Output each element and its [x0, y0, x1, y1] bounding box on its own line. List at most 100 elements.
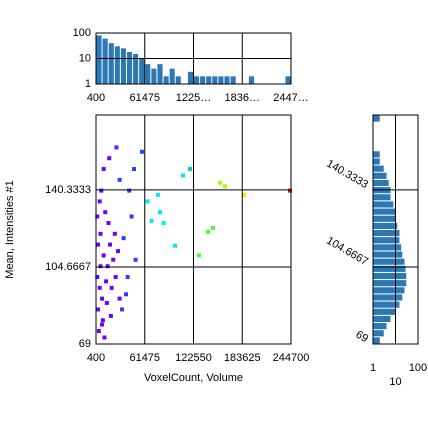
- point: [111, 257, 116, 262]
- x-tick-label: 100: [409, 362, 427, 374]
- point: [287, 188, 292, 193]
- x-tick-label: 1836…: [225, 92, 260, 104]
- bar: [373, 272, 407, 280]
- plot-frame: [95, 32, 292, 85]
- bar: [373, 265, 406, 272]
- point: [181, 173, 186, 178]
- bar: [96, 35, 102, 84]
- y-tick-label: 69: [79, 338, 91, 350]
- bar: [169, 68, 175, 84]
- point: [95, 275, 100, 280]
- point: [96, 307, 101, 312]
- point: [100, 296, 105, 301]
- point: [100, 318, 105, 323]
- bar: [373, 301, 400, 308]
- bar: [108, 43, 114, 84]
- bar: [373, 258, 405, 265]
- bar: [120, 48, 126, 84]
- point: [125, 275, 130, 280]
- bar: [373, 337, 380, 344]
- point: [149, 218, 154, 223]
- point: [155, 192, 160, 197]
- point: [102, 335, 107, 340]
- x-tick-label: 122550: [175, 352, 212, 364]
- point: [98, 264, 103, 269]
- bar: [114, 46, 120, 84]
- bar: [163, 76, 169, 84]
- bar: [373, 165, 384, 172]
- bar: [373, 330, 384, 337]
- x-tick-label: 1: [370, 362, 376, 374]
- point: [106, 221, 111, 226]
- bar: [373, 215, 396, 222]
- point: [196, 253, 201, 258]
- point: [121, 236, 126, 241]
- bar: [373, 323, 387, 330]
- point: [108, 313, 113, 318]
- bar: [373, 315, 391, 323]
- bar: [373, 222, 398, 229]
- x-tick-label: 61475: [129, 92, 160, 104]
- point: [131, 167, 136, 172]
- point: [104, 279, 109, 284]
- point: [95, 214, 100, 219]
- bar: [373, 158, 380, 165]
- point: [108, 242, 113, 247]
- plot-frame: [95, 114, 292, 345]
- bar: [285, 76, 291, 84]
- point: [218, 180, 223, 185]
- point: [241, 192, 246, 197]
- bar: [230, 76, 236, 84]
- bar: [145, 64, 151, 84]
- y-tick-label: 10: [79, 52, 91, 64]
- y-tick-label: 104.6667: [45, 261, 91, 273]
- bar: [187, 71, 193, 84]
- bar: [373, 230, 400, 237]
- x-tick-label: 1225…: [176, 92, 211, 104]
- point: [98, 231, 103, 236]
- point: [97, 199, 102, 204]
- point: [173, 243, 178, 248]
- point: [114, 145, 119, 150]
- point: [113, 275, 118, 280]
- point: [139, 149, 144, 154]
- bar: [224, 76, 230, 84]
- point: [120, 307, 125, 312]
- x-tick-label: 400: [87, 352, 105, 364]
- point: [158, 210, 163, 215]
- bar: [373, 179, 389, 187]
- bar: [133, 54, 139, 84]
- bar: [139, 58, 145, 84]
- point: [133, 257, 138, 262]
- bar: [206, 76, 212, 84]
- y-tick-label: 100: [73, 27, 91, 39]
- x-tick-label: 2447…: [273, 92, 308, 104]
- point: [99, 188, 104, 193]
- bar: [373, 237, 400, 244]
- bar: [373, 251, 403, 258]
- point: [116, 249, 121, 254]
- bar: [157, 64, 163, 84]
- x-tick-label: 244700: [273, 352, 310, 364]
- bar: [151, 68, 157, 84]
- point: [109, 285, 114, 290]
- point: [145, 199, 150, 204]
- bar: [175, 76, 181, 84]
- y-tick-label: 69: [353, 329, 370, 346]
- x-axis-label: VoxelCount, Volume: [144, 372, 243, 384]
- point: [101, 167, 106, 172]
- bar: [373, 201, 394, 208]
- plot-frame: [372, 114, 419, 345]
- point: [100, 322, 105, 327]
- x-tick-label: 183625: [224, 352, 261, 364]
- bar: [373, 194, 391, 201]
- y-axis-label: Mean, Intensities #1: [4, 180, 16, 278]
- y-tick-label: 1: [85, 78, 91, 90]
- point: [187, 167, 192, 172]
- point: [222, 184, 227, 189]
- bar: [373, 115, 380, 122]
- bar: [373, 208, 396, 215]
- point: [105, 264, 110, 269]
- point: [112, 231, 117, 236]
